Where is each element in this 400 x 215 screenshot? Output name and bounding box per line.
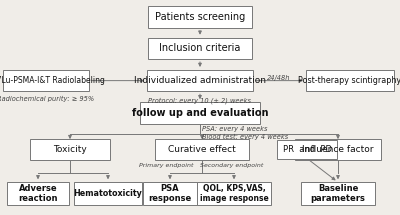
- Text: Post-therapy scintigraphy: Post-therapy scintigraphy: [298, 76, 400, 85]
- Text: Hematotoxicity: Hematotoxicity: [74, 189, 142, 198]
- Text: Inclusion criteria: Inclusion criteria: [159, 43, 241, 53]
- Text: Protocol: every 10 (± 2) weeks: Protocol: every 10 (± 2) weeks: [148, 97, 252, 104]
- FancyBboxPatch shape: [3, 70, 89, 91]
- Text: Influence factor: Influence factor: [302, 145, 374, 154]
- Text: Primary endpoint: Primary endpoint: [139, 163, 193, 169]
- FancyBboxPatch shape: [7, 182, 69, 205]
- FancyBboxPatch shape: [197, 182, 271, 205]
- Text: Baseline
parameters: Baseline parameters: [310, 184, 366, 203]
- Text: Curative effect: Curative effect: [168, 145, 236, 154]
- Text: Individualized administration: Individualized administration: [134, 76, 266, 85]
- Text: PR  and  PD: PR and PD: [283, 145, 332, 154]
- Text: 177Lu-PSMA-I&T Radiolabeling: 177Lu-PSMA-I&T Radiolabeling: [0, 76, 105, 85]
- FancyBboxPatch shape: [143, 182, 197, 205]
- FancyBboxPatch shape: [148, 38, 252, 59]
- Text: Radiochemical purity: ≥ 95%: Radiochemical purity: ≥ 95%: [0, 96, 94, 102]
- Text: PSA: every 4 weeks
Blood test: every 4 weeks: PSA: every 4 weeks Blood test: every 4 w…: [202, 126, 288, 140]
- Text: QOL, KPS,VAS,
image response: QOL, KPS,VAS, image response: [200, 184, 268, 203]
- Text: follow up and evaluation: follow up and evaluation: [132, 108, 268, 118]
- FancyBboxPatch shape: [295, 139, 381, 160]
- FancyBboxPatch shape: [277, 140, 337, 159]
- Text: Secondary endpoint: Secondary endpoint: [200, 163, 263, 169]
- FancyBboxPatch shape: [148, 6, 252, 28]
- Text: 24/48h: 24/48h: [268, 75, 291, 81]
- Text: PSA
response: PSA response: [148, 184, 192, 203]
- Text: Toxicity: Toxicity: [53, 145, 87, 154]
- FancyBboxPatch shape: [30, 139, 110, 160]
- Text: Patients screening: Patients screening: [155, 12, 245, 22]
- FancyBboxPatch shape: [155, 139, 249, 160]
- FancyBboxPatch shape: [301, 182, 375, 205]
- FancyBboxPatch shape: [140, 102, 260, 124]
- Text: Adverse
reaction: Adverse reaction: [18, 184, 58, 203]
- FancyBboxPatch shape: [306, 70, 394, 91]
- FancyBboxPatch shape: [74, 182, 142, 205]
- FancyBboxPatch shape: [147, 70, 253, 91]
